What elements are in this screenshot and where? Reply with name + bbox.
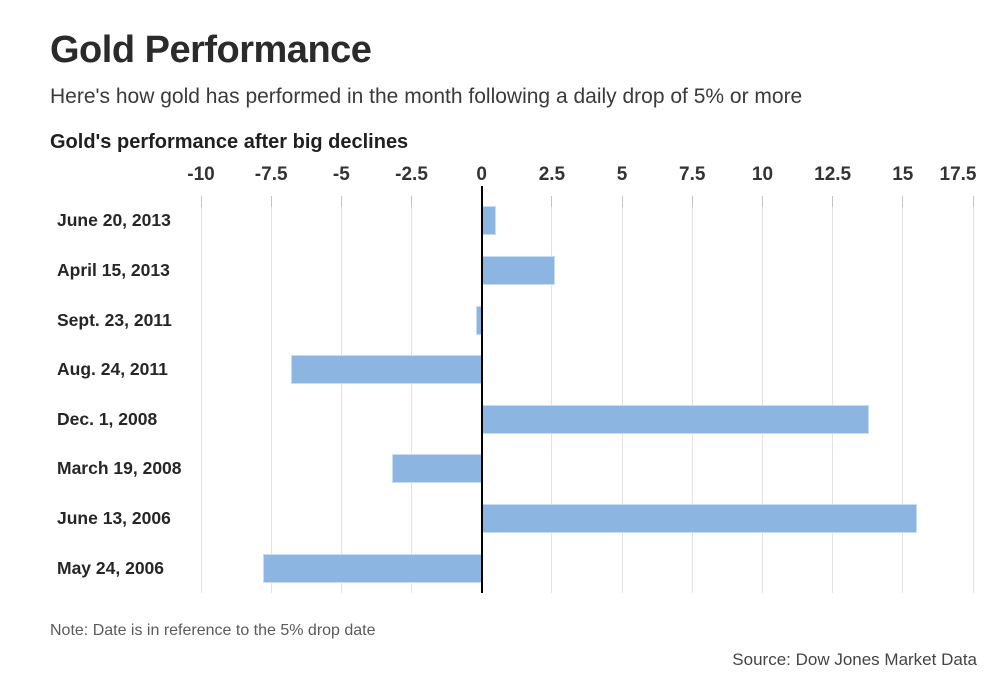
x-tick-mark: [200, 196, 202, 207]
gridline: [551, 196, 553, 593]
bar: [290, 355, 482, 385]
plot-area: [200, 186, 974, 593]
x-tick-mark: [411, 196, 413, 207]
x-tick-label: -10: [187, 164, 215, 185]
x-tick-mark: [972, 196, 974, 207]
source-credit: Source: Dow Jones Market Data: [732, 650, 977, 669]
chart-title: Gold's performance after big declines: [50, 131, 409, 153]
category-label: Dec. 1, 2008: [57, 408, 158, 429]
x-tick-label: 10: [751, 164, 774, 185]
x-tick-label: 7.5: [679, 164, 706, 185]
x-tick-label: -7.5: [254, 164, 288, 185]
footnote: Note: Date is in reference to the 5% dro…: [50, 622, 376, 639]
category-label: May 24, 2006: [57, 557, 165, 578]
category-label: Aug. 24, 2011: [57, 359, 168, 380]
bar: [481, 404, 870, 434]
category-label: June 13, 2006: [57, 508, 171, 529]
x-tick-label: 2.5: [538, 164, 566, 185]
x-tick-mark: [340, 196, 342, 207]
x-tick-mark: [902, 196, 904, 207]
bar: [391, 454, 482, 484]
x-tick-label: -2.5: [395, 164, 428, 185]
gridline: [691, 196, 693, 593]
gridline: [270, 196, 272, 593]
x-tick-label: 0: [476, 164, 488, 185]
gridline: [972, 196, 974, 593]
gridline: [340, 196, 342, 593]
x-tick-mark: [551, 196, 553, 207]
x-axis: -10 -7.5 -5 -2.5 0 2.5 5 7.5 10 12.5 15 17.5: [187, 162, 976, 192]
y-axis-category-labels: June 20, 2013 April 15, 2013 Sept. 23, 201…: [0, 196, 201, 593]
x-tick-mark: [761, 196, 763, 207]
page-title: Gold Performance: [50, 29, 372, 71]
x-tick-mark: [832, 196, 834, 207]
gridline: [832, 196, 834, 593]
gridline: [902, 196, 904, 593]
x-tick-label: 17.5: [939, 164, 977, 185]
category-label: April 15, 2013: [57, 259, 170, 280]
x-tick-mark: [270, 196, 272, 207]
category-label: March 19, 2008: [57, 458, 182, 479]
bar: [481, 255, 555, 285]
page-subtitle: Here's how gold has performed in the mon…: [50, 85, 803, 108]
x-tick-mark: [691, 196, 693, 207]
zero-axis-line: [480, 186, 483, 593]
gridline: [621, 196, 623, 593]
bar: [262, 553, 482, 583]
gridline: [200, 196, 202, 593]
category-label: June 20, 2013: [57, 210, 171, 231]
gridline: [761, 196, 763, 593]
bar: [481, 504, 917, 534]
gridline: [411, 196, 413, 593]
x-tick-label: 5: [616, 164, 628, 185]
x-tick-mark: [621, 196, 623, 207]
x-tick-label: -5: [332, 164, 350, 185]
bar: [481, 206, 496, 236]
x-tick-label: 12.5: [814, 164, 852, 185]
x-tick-label: 15: [892, 164, 914, 185]
category-label: Sept. 23, 2011: [57, 309, 172, 330]
